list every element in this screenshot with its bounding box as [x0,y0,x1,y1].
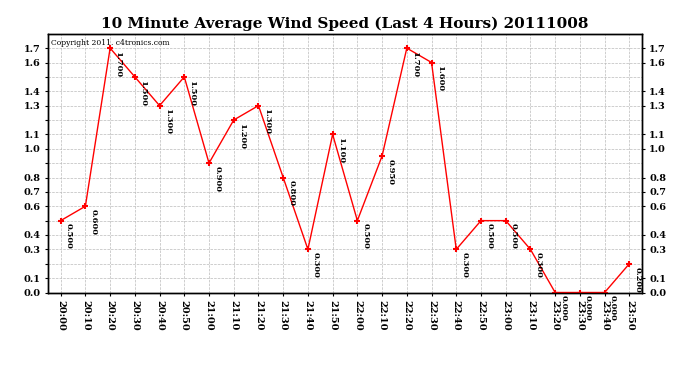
Text: 0.200: 0.200 [633,267,642,292]
Text: 0.950: 0.950 [386,159,394,185]
Title: 10 Minute Average Wind Speed (Last 4 Hours) 20111008: 10 Minute Average Wind Speed (Last 4 Hou… [101,17,589,31]
Text: 0.500: 0.500 [510,224,518,249]
Text: 0.300: 0.300 [460,252,469,278]
Text: 0.300: 0.300 [535,252,542,278]
Text: 0.500: 0.500 [485,224,493,249]
Text: 1.100: 1.100 [337,137,345,163]
Text: Copyright 2011. c4tronics.com: Copyright 2011. c4tronics.com [51,39,170,47]
Text: 0.000: 0.000 [584,295,592,321]
Text: 0.000: 0.000 [560,295,567,321]
Text: 0.900: 0.900 [213,166,221,192]
Text: 1.600: 1.600 [435,65,444,92]
Text: 1.500: 1.500 [139,80,147,106]
Text: 0.500: 0.500 [65,224,73,249]
Text: 0.000: 0.000 [609,295,617,321]
Text: 1.200: 1.200 [238,123,246,149]
Text: 1.500: 1.500 [188,80,197,106]
Text: 0.300: 0.300 [312,252,320,278]
Text: 1.700: 1.700 [411,51,419,77]
Text: 1.300: 1.300 [164,108,172,134]
Text: 0.800: 0.800 [287,180,295,206]
Text: 0.500: 0.500 [362,224,370,249]
Text: 0.600: 0.600 [90,209,97,235]
Text: 1.300: 1.300 [263,108,270,134]
Text: 1.700: 1.700 [115,51,122,77]
